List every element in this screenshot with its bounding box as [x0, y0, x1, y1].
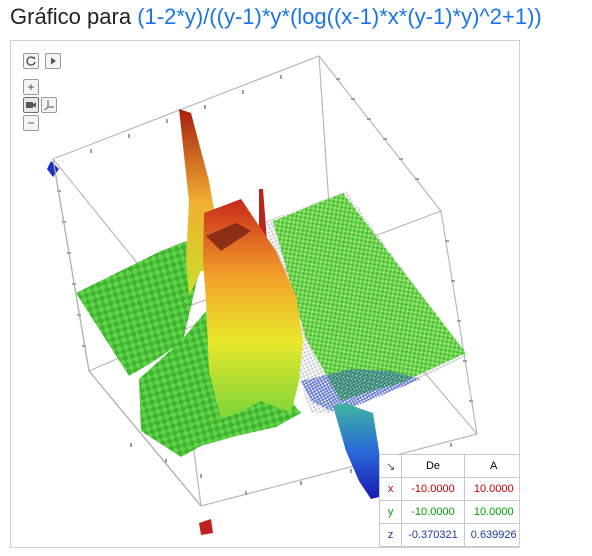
- z-from-value[interactable]: -0.370321: [401, 523, 465, 547]
- axes-icon: [44, 100, 54, 111]
- axis-label-z: z: [378, 523, 403, 547]
- zoom-in-button[interactable]: +: [23, 79, 39, 95]
- camera-icon: [26, 102, 36, 108]
- plot-viewer[interactable]: + − ↘ De A x -10.0000 10.0000 y -10.0000…: [10, 40, 520, 548]
- refresh-icon: [26, 56, 36, 66]
- surface-mesh-low: [301, 369, 421, 411]
- surface-peak-spike-right: [259, 189, 267, 241]
- header-to: A: [463, 454, 519, 478]
- x-to-value[interactable]: 10.0000: [463, 477, 519, 501]
- function-expression[interactable]: (1-2*y)/((y-1)*y*(log((x-1)*x*(y-1)*y)^2…: [137, 4, 542, 29]
- range-header-row: ↘ De A: [378, 454, 519, 478]
- y-to-value[interactable]: 10.0000: [463, 500, 519, 524]
- y-from-value[interactable]: -10.0000: [401, 500, 465, 524]
- axis-label-x: x: [378, 477, 403, 501]
- surface-plane-bottom: [139, 311, 301, 457]
- axis-markers: [47, 161, 213, 535]
- corner-cell[interactable]: ↘: [378, 454, 403, 478]
- x-from-value[interactable]: -10.0000: [401, 477, 465, 501]
- range-row-z: z -0.370321 0.639926: [378, 523, 519, 547]
- surface-plane-right: [273, 193, 466, 401]
- surface-ridge-shadow: [206, 223, 251, 251]
- zoom-out-button[interactable]: −: [23, 115, 39, 131]
- reset-view-button[interactable]: [23, 53, 39, 69]
- axis-range-table: ↘ De A x -10.0000 10.0000 y -10.0000 10.…: [378, 454, 519, 547]
- header-from: De: [401, 454, 465, 478]
- play-icon: [51, 57, 56, 65]
- surface-plane-left: [76, 241, 201, 376]
- title-prefix: Gráfico para: [10, 4, 132, 29]
- range-row-x: x -10.0000 10.0000: [378, 477, 519, 501]
- surface-valley-spike: [333, 403, 383, 499]
- surface-plot-canvas[interactable]: [11, 41, 520, 548]
- graph-title: Gráfico para (1-2*y)/((y-1)*y*(log((x-1)…: [10, 4, 542, 30]
- axes-toggle-button[interactable]: [41, 97, 57, 113]
- range-row-y: y -10.0000 10.0000: [378, 500, 519, 524]
- axis-ticks: [57, 75, 473, 495]
- play-button[interactable]: [45, 53, 61, 69]
- z-to-value[interactable]: 0.639926: [463, 523, 519, 547]
- camera-mode-button[interactable]: [23, 97, 39, 113]
- bounding-box-front: [52, 158, 202, 507]
- axis-label-y: y: [378, 500, 403, 524]
- surface-peak-main: [203, 199, 303, 419]
